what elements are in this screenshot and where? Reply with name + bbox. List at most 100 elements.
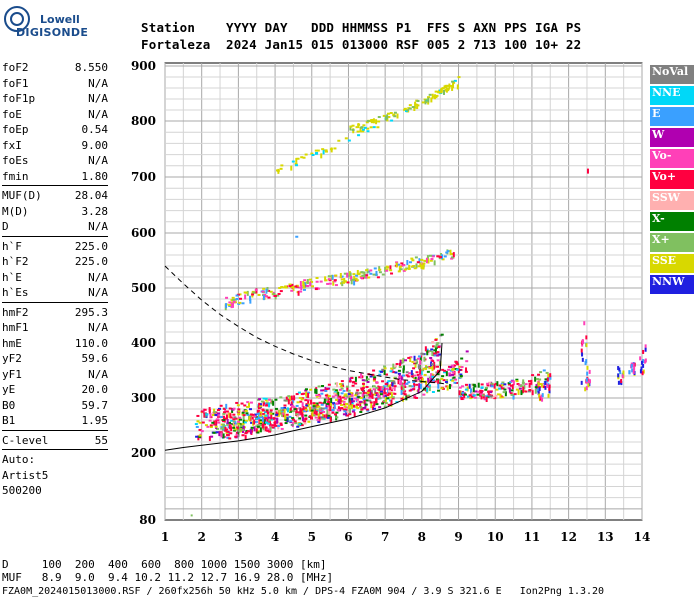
echo-point — [470, 395, 474, 398]
echo-point — [404, 268, 408, 271]
echo-point — [340, 387, 344, 390]
echo-point — [354, 394, 358, 397]
echo-point — [510, 389, 514, 392]
echo-point — [343, 397, 347, 400]
echo-point — [279, 422, 283, 425]
echo-point — [285, 396, 288, 402]
echo-point — [396, 263, 400, 266]
param-name: h`E — [2, 270, 22, 284]
echo-point — [228, 301, 232, 304]
echo-point — [403, 107, 407, 110]
echo-point — [370, 402, 373, 408]
echo-point — [405, 371, 409, 374]
echo-point — [375, 397, 378, 403]
echo-point — [378, 373, 382, 376]
echo-point — [224, 426, 227, 432]
echo-point — [270, 418, 274, 421]
echo-point — [362, 391, 366, 394]
param-row: Artist5 — [2, 468, 108, 484]
echo-point — [433, 352, 437, 355]
echo-point — [224, 408, 227, 414]
echo-point — [377, 393, 380, 399]
echo-point — [375, 119, 378, 125]
echo-point — [261, 423, 264, 429]
echo-point — [391, 382, 394, 388]
echo-point — [431, 341, 435, 344]
echo-point — [464, 383, 468, 386]
echo-point — [471, 392, 475, 395]
echo-point — [243, 291, 247, 294]
echo-point — [276, 414, 280, 417]
echo-point — [457, 368, 460, 374]
echo-point — [324, 149, 328, 152]
echo-point — [393, 111, 397, 114]
echo-point — [279, 290, 283, 293]
echo-point — [495, 388, 499, 391]
echo-point — [214, 425, 218, 428]
echo-point — [437, 346, 441, 349]
echo-point — [400, 389, 403, 395]
echo-point — [317, 413, 320, 419]
echo-point — [430, 358, 434, 361]
echo-point — [333, 391, 337, 394]
echo-point — [410, 388, 414, 391]
echo-point — [242, 410, 246, 413]
echo-point — [431, 351, 434, 357]
echo-point — [342, 413, 346, 416]
echo-point — [345, 403, 349, 406]
echo-point — [319, 412, 323, 415]
echo-point — [226, 418, 229, 424]
echo-point — [276, 418, 279, 424]
logo-ring-icon — [4, 6, 30, 32]
echo-point — [524, 383, 528, 386]
echo-point — [585, 386, 588, 391]
echo-point — [406, 109, 410, 112]
echo-point — [352, 404, 356, 407]
echo-point — [361, 379, 365, 382]
echo-point — [275, 408, 279, 411]
echo-point — [389, 386, 392, 392]
echo-point — [402, 383, 406, 386]
echo-point — [338, 383, 342, 386]
echo-point — [237, 410, 241, 413]
echo-point — [442, 379, 446, 382]
echo-point — [357, 396, 361, 399]
echo-point — [211, 421, 215, 424]
echo-point — [304, 408, 308, 411]
echo-point — [531, 390, 534, 396]
echo-point — [642, 349, 645, 354]
echo-point — [307, 400, 310, 406]
echo-point — [355, 391, 359, 394]
echo-point — [538, 386, 541, 391]
echo-point — [412, 381, 416, 384]
echo-point — [538, 393, 541, 398]
echo-point — [503, 383, 507, 386]
echo-point — [507, 382, 511, 385]
echo-point — [383, 405, 387, 408]
echo-point — [246, 430, 250, 433]
echo-point — [361, 128, 365, 131]
echo-point — [387, 115, 391, 118]
echo-point — [228, 421, 232, 424]
echo-point — [312, 405, 316, 408]
echo-point — [498, 384, 502, 387]
echo-point — [357, 134, 361, 137]
echo-point — [499, 393, 502, 399]
echo-point — [235, 294, 239, 297]
echo-point — [477, 382, 480, 388]
echo-point — [280, 427, 284, 430]
echo-point — [469, 397, 473, 400]
echo-point — [426, 255, 429, 261]
echo-point — [310, 285, 314, 288]
echo-point — [362, 398, 366, 401]
echo-point — [253, 426, 256, 432]
echo-point — [234, 428, 238, 431]
echo-point — [215, 431, 219, 434]
echo-point — [372, 379, 376, 382]
x-tick-label: 3 — [234, 530, 242, 544]
echo-point — [349, 125, 353, 128]
echo-point — [460, 366, 464, 369]
logo-line2: DIGISONDE — [16, 26, 89, 39]
param-row: fxI 9.00 — [2, 138, 108, 154]
echo-point — [430, 258, 434, 261]
